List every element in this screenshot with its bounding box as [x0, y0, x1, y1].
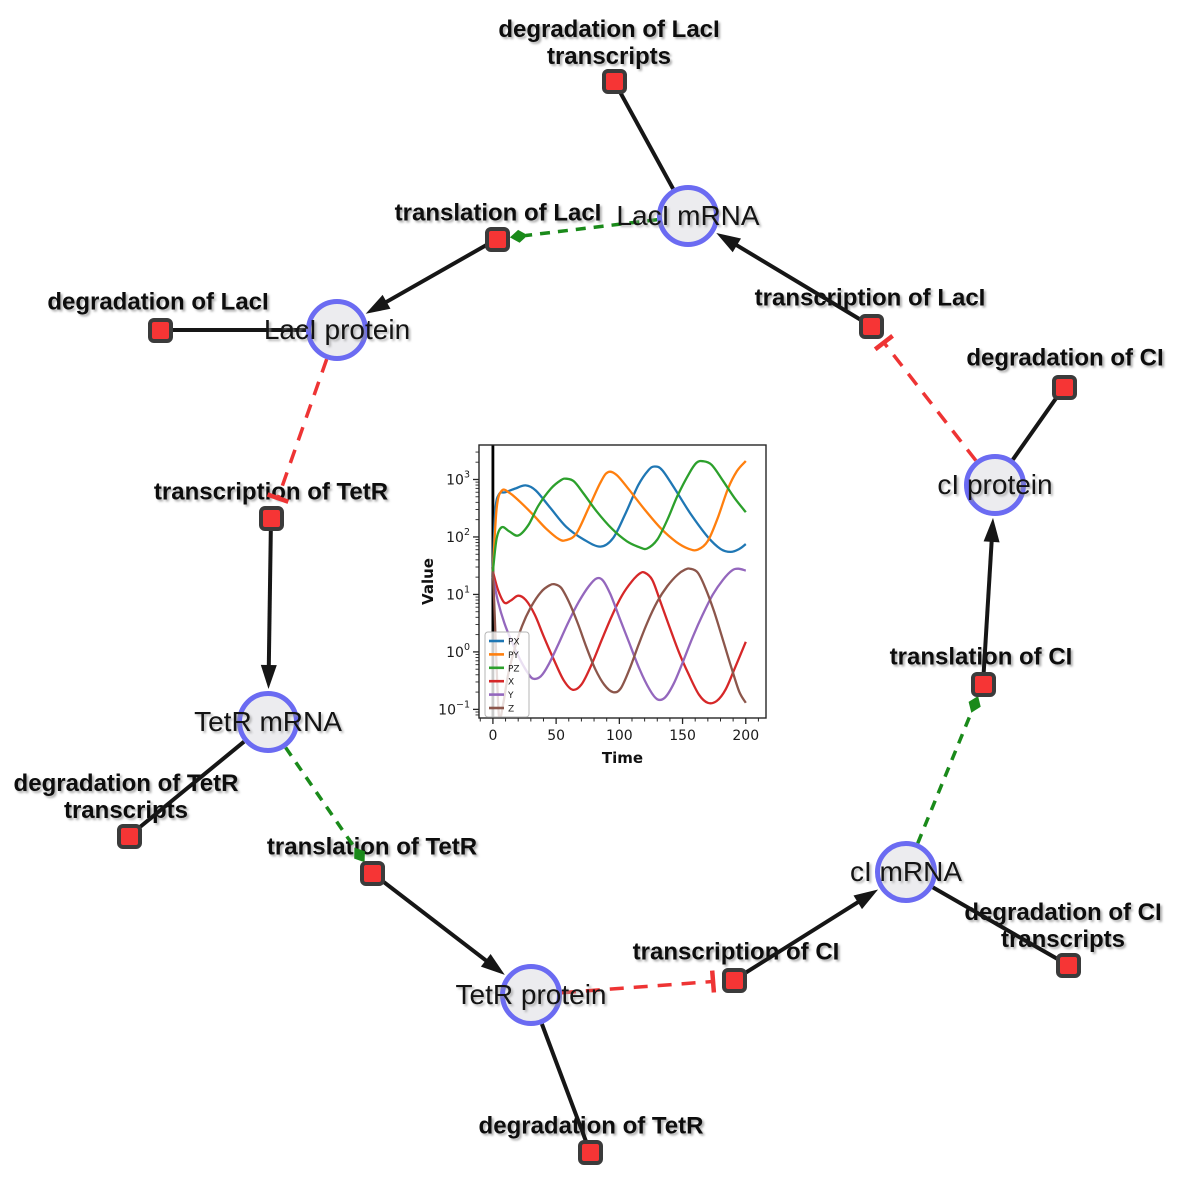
reaction-node-degradation-of-tetR-transcripts: [116, 823, 142, 849]
species-node-tetR-protein: [500, 964, 562, 1026]
reaction-label-line: transcripts: [63, 797, 189, 824]
edge-inhibition-tetR-protein-to-transcription-of-cI: [561, 970, 717, 995]
reaction-node-degradation-of-lacI: [147, 317, 173, 343]
edge-inhibition-lacI-protein-to-transcription-of-tetR: [266, 358, 329, 504]
arrowhead: [716, 233, 741, 253]
reaction-node-degradation-of-tetR: [577, 1139, 603, 1165]
edge-consumption-cI-mRNA-to-degradation-of-cI-transcripts: [931, 885, 1069, 967]
species-label-cI-mRNA: cI mRNA: [850, 856, 962, 887]
reaction-label-line: transcripts: [546, 43, 672, 70]
species-node-lacI-mRNA: [657, 185, 719, 247]
arrowhead: [853, 889, 879, 910]
species-label-tetR-mRNA: TetR mRNA: [194, 706, 342, 737]
edge-modifier-cI-mRNA-to-translation-of-cI: [916, 696, 981, 844]
edge-consumption-lacI-mRNA-to-degradation-of-lacI-transcripts: [612, 80, 675, 190]
reaction-node-degradation-of-cI: [1051, 374, 1077, 400]
reaction-node-degradation-of-cI-transcripts: [1055, 952, 1081, 978]
reaction-label-transcription-of-tetR: transcription of TetR: [154, 479, 388, 506]
reaction-node-transcription-of-cI: [721, 967, 747, 993]
species-label-lacI-mRNA: LacI mRNA: [616, 200, 760, 231]
reaction-label-translation-of-lacI: translation of LacI: [395, 200, 602, 227]
reaction-label-translation-of-tetR: translation of TetR: [267, 834, 477, 861]
species-label-cI-protein: cI protein: [937, 469, 1053, 500]
reaction-label-line: degradation of CI: [966, 344, 1164, 372]
modifier-arrowhead: [509, 229, 528, 243]
reaction-node-translation-of-tetR: [359, 860, 385, 886]
edge-production-translation-of-tetR-to-tetR-protein: [370, 871, 505, 975]
reaction-label-line: degradation of CI: [964, 899, 1162, 926]
arrowhead: [260, 664, 277, 689]
reaction-label-degradation-of-tetR: degradation of TetR: [479, 1113, 704, 1140]
edge-modifier-lacI-mRNA-to-translation-of-lacI: [509, 217, 658, 243]
reaction-label-line: translation of TetR: [266, 833, 478, 861]
reaction-label-line: transcription of LacI: [754, 284, 986, 312]
edge-production-translation-of-lacI-to-lacI-protein: [365, 237, 498, 314]
reaction-label-line: translation of LacI: [394, 199, 602, 227]
edge-consumption-tetR-mRNA-to-degradation-of-tetR-transcripts: [127, 740, 246, 838]
reaction-label-translation-of-cI: translation of CI: [890, 644, 1073, 671]
reaction-label-line: degradation of LacI: [498, 16, 720, 43]
arrowhead: [365, 294, 391, 314]
reaction-label-transcription-of-cI: transcription of CI: [633, 939, 840, 966]
edge-modifier-tetR-mRNA-to-translation-of-tetR: [284, 746, 365, 863]
reaction-node-transcription-of-tetR: [258, 505, 284, 531]
edge-production-transcription-of-cI-to-cI-mRNA: [732, 889, 879, 982]
reaction-label-line: degradation of TetR: [478, 1112, 704, 1140]
species-node-lacI-protein: [306, 299, 368, 361]
reaction-label-degradation-of-lacI: degradation of LacI: [47, 289, 268, 316]
reaction-label-transcription-of-lacI: transcription of LacI: [755, 285, 986, 312]
species-label-lacI-protein: LacI protein: [263, 314, 411, 345]
edge-production-transcription-of-tetR-to-tetR-mRNA: [260, 517, 277, 689]
species-node-cI-protein: [964, 454, 1026, 516]
species-label-tetR-protein: TetR protein: [455, 979, 607, 1010]
reaction-label-line: translation of CI: [889, 643, 1073, 671]
reaction-node-degradation-of-lacI-transcripts: [601, 68, 627, 94]
arrowhead: [983, 517, 1000, 543]
modifier-arrowhead: [968, 696, 981, 713]
reaction-node-translation-of-cI: [970, 671, 996, 697]
reaction-label-line: degradation of LacI: [47, 288, 269, 316]
edge-production-transcription-of-lacI-to-lacI-mRNA: [716, 233, 873, 328]
modifier-arrowhead: [354, 847, 365, 863]
edge-production-translation-of-cI-to-cI-protein: [981, 517, 1000, 685]
reaction-label-line: transcription of CI: [632, 938, 840, 966]
reaction-label-degradation-of-lacI-transcripts: degradation of LacI transcripts: [498, 16, 719, 70]
species-node-cI-mRNA: [875, 841, 937, 903]
arrowhead: [480, 954, 505, 975]
reaction-node-translation-of-lacI: [484, 226, 510, 252]
edge-consumption-tetR-protein-to-degradation-of-tetR: [540, 1023, 592, 1153]
edge-inhibition-cI-protein-to-transcription-of-lacI: [873, 334, 978, 462]
reaction-node-transcription-of-lacI: [858, 313, 884, 339]
reaction-label-line: transcription of TetR: [153, 478, 389, 506]
species-node-tetR-mRNA: [237, 691, 299, 753]
reaction-label-degradation-of-cI-transcripts: degradation of CI transcripts: [964, 899, 1161, 953]
reaction-label-degradation-of-cI: degradation of CI: [966, 345, 1163, 372]
